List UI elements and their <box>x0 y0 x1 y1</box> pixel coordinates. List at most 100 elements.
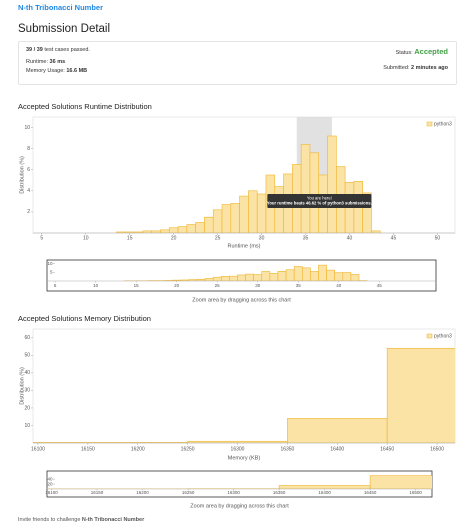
footer-text: Invite friends to challenge <box>18 517 81 523</box>
submitted-value: 2 minutes ago <box>411 65 448 71</box>
navigator-x-tick-label: 45 <box>377 283 383 288</box>
bar <box>334 272 344 281</box>
x-tick-label: 25 <box>215 235 221 241</box>
navigator-x-tick-label: 5 <box>54 283 57 288</box>
bar <box>285 269 295 281</box>
navigator-x-tick-label: 16150 <box>91 490 104 495</box>
x-tick-label: 16500 <box>430 446 444 452</box>
bar <box>261 271 271 281</box>
bar <box>310 271 319 281</box>
runtime-line: Runtime: 36 ms <box>26 59 65 65</box>
navigator-y-tick-label: 20 <box>47 481 53 486</box>
bar <box>245 273 254 281</box>
x-tick-label: 16100 <box>31 446 45 452</box>
x-axis-label: Runtime (ms) <box>227 243 260 249</box>
navigator-y-tick-label: 40 <box>47 476 53 481</box>
summary-box <box>18 41 457 85</box>
x-tick-label: 45 <box>391 235 397 241</box>
bar <box>168 227 179 233</box>
y-tick-label: 50 <box>24 353 30 359</box>
bar <box>177 226 188 233</box>
bar <box>369 475 432 489</box>
bar <box>300 144 311 233</box>
x-tick-label: 40 <box>347 235 353 241</box>
navigator-x-tick-label: 40 <box>336 283 342 288</box>
x-tick-label: 15 <box>127 235 133 241</box>
navigator-caption: Zoom area by dragging across this chart <box>192 297 291 303</box>
navigator-x-tick-label: 20 <box>174 283 180 288</box>
y-tick-label: 40 <box>24 370 30 376</box>
bar <box>287 418 388 443</box>
cases-line: 39 / 39 test cases passed. <box>26 47 90 53</box>
y-tick-label: 6 <box>27 167 30 173</box>
x-tick-label: 16200 <box>131 446 145 452</box>
y-tick-label: 30 <box>24 388 30 394</box>
memory-label: Memory Usage: <box>26 68 65 74</box>
memory-value: 16.6 MB <box>66 68 88 74</box>
y-axis-label: Distribution (%) <box>19 156 25 194</box>
bar <box>220 276 230 281</box>
x-tick-label: 20 <box>171 235 177 241</box>
navigator-x-tick-label: 10 <box>93 283 99 288</box>
bar <box>386 347 455 443</box>
navigator-x-tick-label: 25 <box>215 283 221 288</box>
x-tick-label: 50 <box>435 235 441 241</box>
x-tick-label: 10 <box>83 235 89 241</box>
y-tick-label: 20 <box>24 405 30 411</box>
bar <box>362 192 372 233</box>
y-tick-label: 60 <box>24 335 30 341</box>
runtime-label: Runtime: <box>26 59 49 65</box>
bar <box>278 485 371 489</box>
legend-label: python3 <box>434 121 452 127</box>
status-value: Accepted <box>414 47 448 56</box>
bar <box>253 274 263 281</box>
cases-count: 39 / 39 <box>26 47 43 53</box>
cases-text: test cases passed. <box>44 47 90 53</box>
bar <box>151 230 161 233</box>
charts: Accepted Solutions Runtime Distribution 5… <box>18 102 456 509</box>
y-tick-label: 8 <box>27 146 30 152</box>
bar <box>186 224 196 233</box>
bar <box>196 278 206 281</box>
x-tick-label: 5 <box>40 235 43 241</box>
tooltip-box <box>267 194 372 208</box>
navigator-x-tick-label: 35 <box>296 283 302 288</box>
x-tick-label: 16150 <box>81 446 95 452</box>
bar <box>160 229 170 233</box>
bar <box>269 273 279 281</box>
bar <box>277 271 287 281</box>
navigator-y-tick-label: 5 <box>50 270 53 275</box>
bar <box>195 222 205 233</box>
x-tick-label: 30 <box>259 235 265 241</box>
submitted-label: Submitted: <box>383 65 410 71</box>
navigator-frame <box>46 259 437 292</box>
legend-swatch <box>426 121 433 127</box>
status-label: Status: <box>395 50 413 56</box>
bar <box>229 275 238 281</box>
footer-problem: N-th Tribonacci Number <box>81 517 145 523</box>
bar <box>342 272 352 281</box>
bar <box>230 203 240 233</box>
chart-title: Accepted Solutions Runtime Distribution <box>18 102 152 111</box>
bar <box>274 186 284 233</box>
navigator-x-tick-label: 16100 <box>45 490 58 495</box>
navigator-x-tick-label: 16350 <box>273 490 286 495</box>
legend-label: python3 <box>434 333 452 339</box>
problem-link[interactable]: N-th Tribonacci Number <box>18 3 104 12</box>
navigator-x-tick-label: 16400 <box>318 490 331 495</box>
navigator-x-tick-label: 16300 <box>227 490 240 495</box>
page-title: Submission Detail <box>18 23 111 35</box>
bar <box>301 267 311 281</box>
x-tick-label: 16400 <box>330 446 344 452</box>
bar <box>318 264 327 281</box>
y-tick-label: 10 <box>24 125 30 131</box>
bar <box>326 269 335 281</box>
bar <box>371 230 381 233</box>
navigator-x-tick-label: 16250 <box>182 490 195 495</box>
navigator-x-tick-label: 16450 <box>364 490 377 495</box>
x-tick-label: 16350 <box>280 446 294 452</box>
memory-line: Memory Usage: 16.6 MB <box>26 68 87 74</box>
bar <box>212 209 223 233</box>
tooltip-title: You are here! <box>307 196 332 201</box>
